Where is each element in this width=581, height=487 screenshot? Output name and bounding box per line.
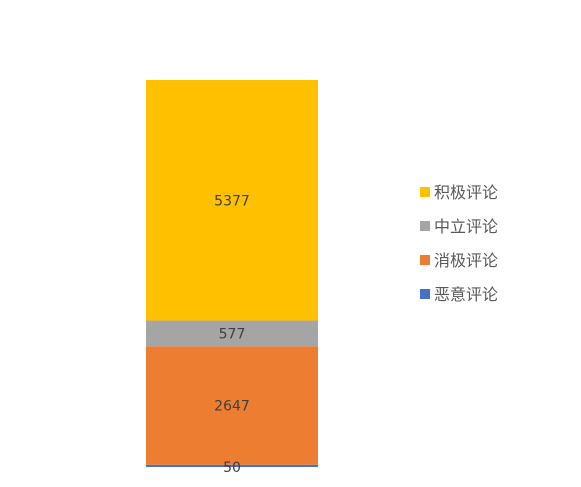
legend-label-series-3: 积极评论 — [434, 183, 498, 202]
data-label-series-1: 2647 — [214, 399, 250, 415]
legend-label-series-0: 恶意评论 — [434, 285, 498, 304]
legend-label-series-2: 中立评论 — [434, 217, 498, 236]
bar-segment-series-1 — [146, 346, 318, 465]
data-labels: 50 2647 577 5377 — [214, 193, 250, 476]
bar-segment-series-3 — [146, 80, 318, 321]
bar-segment-series-0 — [146, 464, 318, 467]
bar-segment-series-2 — [146, 320, 318, 347]
legend-swatch-series-3 — [420, 187, 430, 197]
data-label-series-2: 577 — [219, 326, 246, 342]
legend-item-series-1: 消极评论 — [420, 251, 498, 270]
bar-stack — [146, 80, 318, 467]
data-label-series-3: 5377 — [214, 193, 250, 209]
legend-item-series-0: 恶意评论 — [420, 285, 498, 304]
legend-item-series-2: 中立评论 — [420, 217, 498, 236]
legend-swatch-series-1 — [420, 255, 430, 265]
legend-label-series-1: 消极评论 — [434, 251, 498, 270]
legend-item-series-3: 积极评论 — [420, 183, 498, 202]
data-label-series-0: 50 — [223, 460, 241, 476]
legend-swatch-series-0 — [420, 289, 430, 299]
legend-swatch-series-2 — [420, 221, 430, 231]
